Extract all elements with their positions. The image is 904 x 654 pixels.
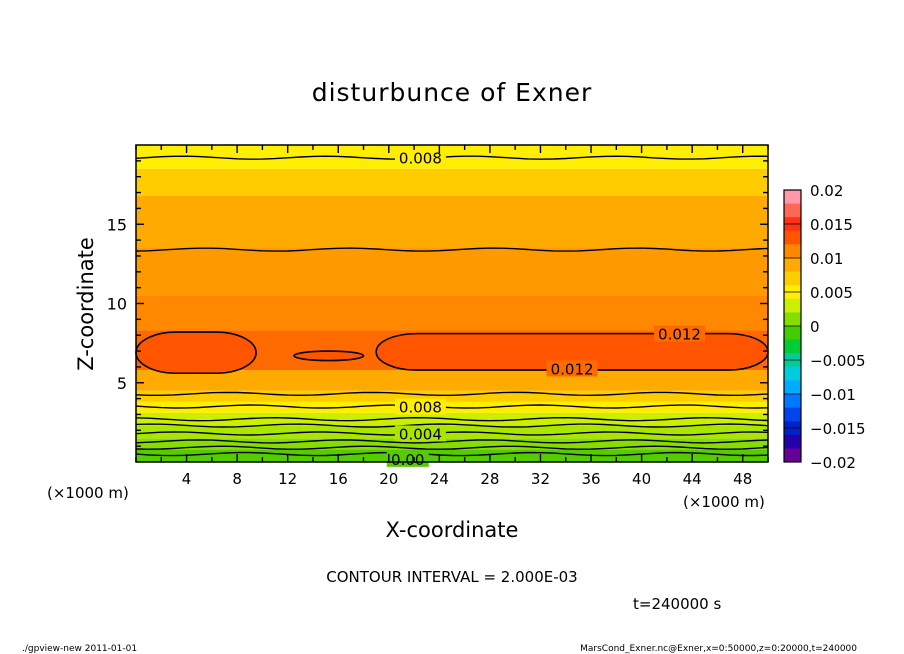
contour-label: 0.008 [399,399,442,417]
colorbar-swatch [784,339,801,354]
colorbar-label: −0.01 [810,386,856,404]
contour-line-1 [135,445,769,450]
colorbar-label: −0.02 [810,454,856,472]
colorbar-swatch [784,298,801,313]
band-12 [136,152,768,169]
contour-interval-text: CONTOUR INTERVAL = 2.000E-03 [326,568,577,586]
x-tick-label: 20 [379,470,398,488]
x-tick-label: 16 [329,470,348,488]
footer-right: MarsCond_Exner.nc@Exner,x=0:50000,z=0:20… [580,644,857,654]
band-9 [136,248,768,296]
contour-label-bg [654,325,706,342]
contour-label: 0.00 [391,451,424,469]
contour-line-0 [135,451,769,457]
contour-line-8 [135,247,769,252]
colorbar-swatch [784,244,801,259]
colorbar-label: 0.01 [810,250,843,268]
colorbar-swatch [784,326,801,341]
footer-left: ./gpview-new 2011-01-01 [22,644,137,654]
x-tick-label: 8 [232,470,242,488]
x-axis-ticks: 4 8 12 16 20 24 28 32 36 40 44 48 [135,145,769,488]
contour-label: 0.012 [551,360,594,378]
colorbar-swatch [784,258,801,273]
contour-line-3 [135,431,769,436]
band-10 [136,195,768,249]
contour-region-0012-1 [293,350,365,362]
y-tick-label: 10 [107,295,127,314]
y-tick-label: 5 [117,374,127,393]
contour-label-bg [386,450,429,467]
colorbar-label: 0.02 [810,182,843,200]
colorbar-swatch [784,407,801,422]
x-tick-label: 28 [480,470,499,488]
contour-line-9 [135,155,769,160]
contour-line-6 [135,404,769,409]
colorbar-label: −0.005 [810,352,866,370]
colorbar-label: 0.015 [810,216,853,234]
y-axis-label: Z-coordinate [74,237,98,371]
chart-title: disturbunce of Exner [312,78,593,107]
x-tick-label: 12 [278,470,297,488]
contour-line-7 [135,391,769,397]
band-5 [136,390,768,402]
contour-label: 0.004 [399,425,442,443]
contour-label: 0.008 [399,150,442,168]
plot-contours [135,155,769,457]
y-axis-ticks: 5 10 15 [107,160,768,447]
colorbar-swatch [784,203,801,218]
plot-bands [136,145,768,462]
colorbar-swatch [784,271,801,286]
colorbar-swatch [784,312,801,327]
x-tick-label: 40 [632,470,651,488]
colorbar-swatch [784,190,801,205]
colorbar-swatch [784,448,801,463]
contour-label-bg [394,149,446,166]
colorbar-swatch [784,230,801,245]
contour-line-4 [135,423,769,428]
colorbar-label: 0 [810,318,820,336]
x-tick-label: 48 [733,470,752,488]
colorbar-label: −0.015 [810,420,866,438]
colorbar-label: 0.005 [810,284,853,302]
band-8 [136,295,768,331]
y-tick-label: 15 [107,215,127,234]
contour-label-bg [394,425,446,442]
colorbar-swatch [784,366,801,381]
colorbar-swatch [784,394,801,409]
contour-line-5 [135,416,769,422]
x-tick-label: 32 [531,470,550,488]
x-tick-label: 4 [182,470,192,488]
x-tick-label: 44 [683,470,702,488]
x-axis-label: X-coordinate [386,518,519,542]
contour-line-2 [135,439,769,444]
band-top [136,145,768,153]
band-11 [136,168,768,196]
plot-contour-labels: 0.008 0.012 0.012 0.008 0.004 0.00 [386,149,706,469]
x-unit-left: (×1000 m) [47,484,129,502]
x-tick-label: 24 [430,470,449,488]
contour-label: 0.012 [658,326,701,344]
contour-label-bg [394,398,446,415]
band-6 [136,370,768,391]
colorbar-swatch [784,380,801,395]
x-unit-right: (×1000 m) [683,493,765,511]
colorbar-swatch [784,434,801,449]
x-tick-label: 36 [581,470,600,488]
time-text: t=240000 s [633,595,721,613]
contour-region-0012-0 [135,331,257,375]
colorbar-labels: 0.02 0.015 0.01 0.005 0 −0.005 −0.01 −0.015 −0.0… [784,182,866,472]
contour-label-bg [546,360,598,377]
band-1 [136,438,768,450]
